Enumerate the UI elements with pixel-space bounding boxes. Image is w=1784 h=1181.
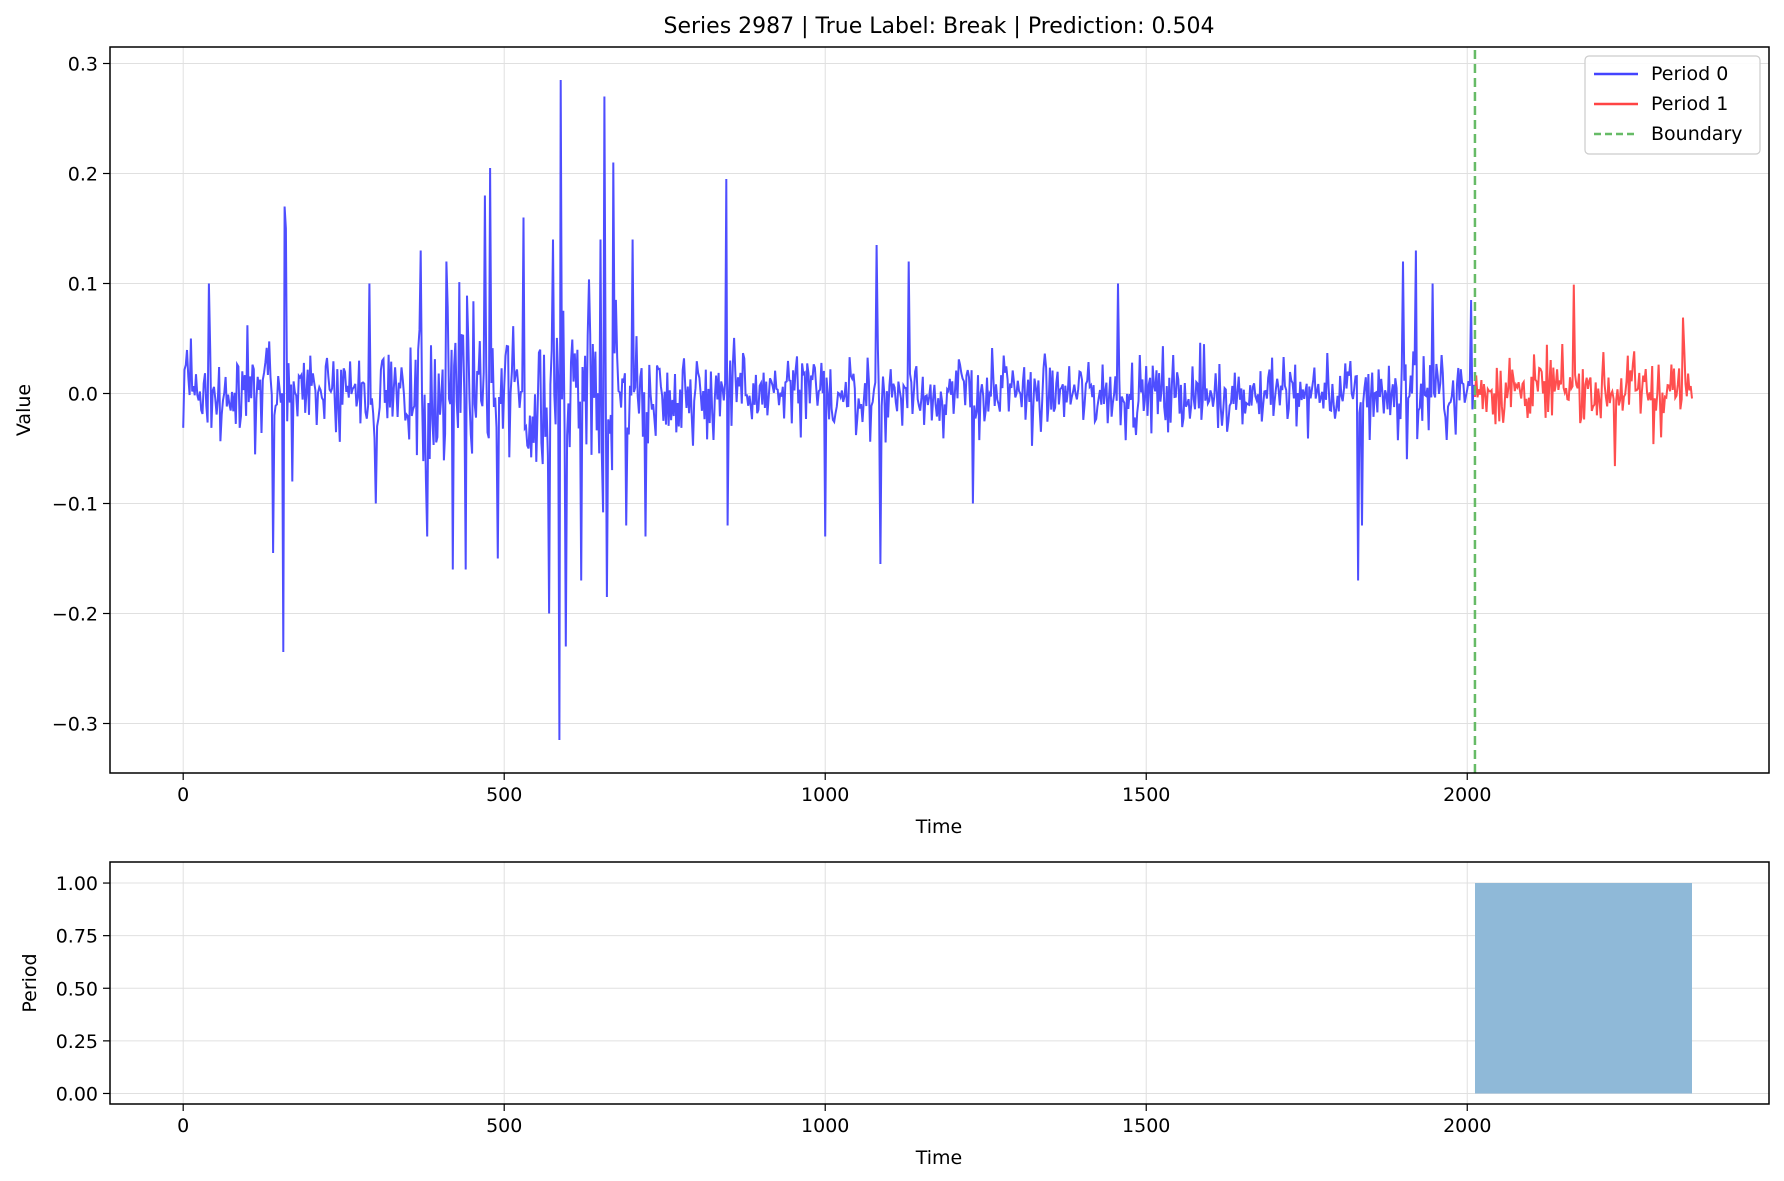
main-x-axis-label: Time xyxy=(915,816,963,838)
series-line-period-0 xyxy=(182,79,1476,741)
period-area-fill xyxy=(183,883,1693,1094)
y-tick-label: 0.2 xyxy=(68,164,98,186)
legend: Period 0 Period 1 Boundary xyxy=(1584,55,1761,155)
period-plot-area xyxy=(183,883,1693,1094)
legend-label-period-1: Period 1 xyxy=(1651,93,1728,115)
main-plot-area xyxy=(182,47,1693,773)
period-chart: 0 500 1000 1500 2000 0.00 0.25 0.50 0.75 1.00 Ti… xyxy=(19,861,1770,1169)
y-tick-label: 0.0 xyxy=(68,384,98,406)
main-x-ticks: 0 500 1000 1500 2000 xyxy=(177,773,1491,806)
x-tick-label: 2000 xyxy=(1443,784,1491,806)
main-axes-frame xyxy=(109,46,1770,774)
main-y-ticks: −0.3 −0.2 −0.1 0.0 0.1 0.2 0.3 xyxy=(52,54,110,736)
legend-box xyxy=(1584,55,1761,155)
main-y-axis-label: Value xyxy=(13,384,35,436)
y-tick-label: 1.00 xyxy=(56,873,98,895)
y-tick-label: −0.3 xyxy=(52,714,98,736)
period-x-ticks: 0 500 1000 1500 2000 xyxy=(177,1104,1491,1137)
y-tick-label: 0.25 xyxy=(56,1031,98,1053)
main-chart: Series 2987 | True Label: Break | Predic… xyxy=(13,14,1770,838)
y-tick-label: −0.1 xyxy=(52,494,98,516)
series-line-period-1 xyxy=(1474,284,1693,467)
legend-label-period-0: Period 0 xyxy=(1651,63,1728,85)
chart-title: Series 2987 | True Label: Break | Predic… xyxy=(664,14,1215,39)
period-y-axis-label: Period xyxy=(19,953,41,1012)
y-tick-label: 0.75 xyxy=(56,926,98,948)
y-tick-label: 0.50 xyxy=(56,978,98,1000)
x-tick-label: 0 xyxy=(177,784,189,806)
x-tick-label: 1000 xyxy=(801,784,849,806)
x-tick-label: 1500 xyxy=(1122,784,1170,806)
x-tick-label: 1500 xyxy=(1122,1115,1170,1137)
period-y-ticks: 0.00 0.25 0.50 0.75 1.00 xyxy=(56,873,110,1105)
legend-label-boundary: Boundary xyxy=(1651,123,1743,145)
x-tick-label: 500 xyxy=(486,1115,522,1137)
period-axes-frame xyxy=(109,861,1770,1105)
y-tick-label: 0.3 xyxy=(68,54,98,76)
y-tick-label: −0.2 xyxy=(52,604,98,626)
x-tick-label: 2000 xyxy=(1443,1115,1491,1137)
period-x-axis-label: Time xyxy=(915,1147,963,1169)
x-tick-label: 0 xyxy=(177,1115,189,1137)
y-tick-label: 0.1 xyxy=(68,274,98,296)
y-tick-label: 0.00 xyxy=(56,1083,98,1105)
x-tick-label: 1000 xyxy=(801,1115,849,1137)
x-tick-label: 500 xyxy=(486,784,522,806)
